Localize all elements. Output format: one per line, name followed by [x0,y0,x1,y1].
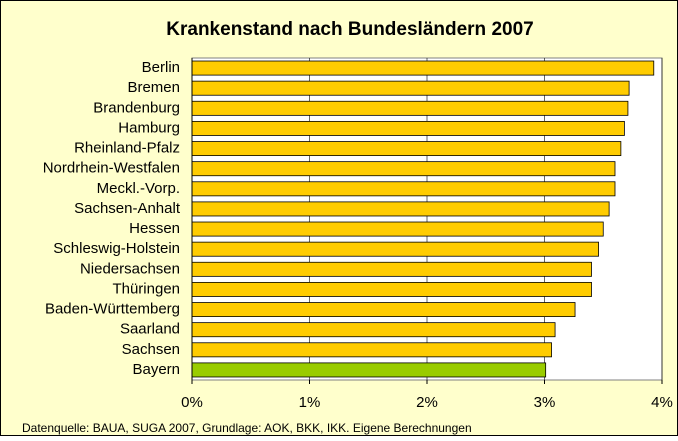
y-tick-label: Hamburg [118,119,180,136]
y-tick-label: Meckl.-Vorp. [97,180,180,197]
bar [191,221,604,237]
bar [191,120,625,136]
bar [191,241,599,257]
y-tick-label: Berlin [142,59,180,76]
y-tick-label: Rheinland-Pfalz [74,140,180,157]
x-tick-label: 0% [181,394,203,411]
y-tick-label: Sachsen-Anhalt [74,200,181,217]
y-tick-label: Nordrhein-Westfalen [43,160,180,177]
y-tick-label: Baden-Württemberg [45,301,180,318]
y-tick-label: Sachsen [122,341,180,358]
y-tick-label: Hessen [129,220,180,237]
bar [191,201,610,217]
y-tick-label: Schleswig-Holstein [53,240,180,257]
bar [191,362,547,378]
x-tick-label: 3% [534,394,556,411]
bar [191,141,622,157]
y-tick-label: Brandenburg [93,99,180,116]
chart-title: Krankenstand nach Bundesländern 2007 [166,19,533,40]
y-tick-label: Bayern [132,361,180,378]
bar [191,261,592,277]
bar [191,181,616,197]
bar [191,60,655,76]
bar [191,281,592,297]
y-tick-label: Niedersachsen [80,260,180,277]
bar [191,302,576,318]
x-tick-label: 2% [416,394,438,411]
y-tick-label: Thüringen [112,280,180,297]
y-tick-label: Bremen [127,79,180,96]
x-tick-label: 4% [651,394,673,411]
y-tick-label: Saarland [120,321,180,338]
bar [191,161,616,177]
x-tick-label: 1% [299,394,321,411]
bar [191,342,552,358]
bar [191,322,556,338]
bar [191,80,630,96]
source-note: Datenquelle: BAUA, SUGA 2007, Grundlage:… [22,421,472,435]
bar [191,100,629,116]
